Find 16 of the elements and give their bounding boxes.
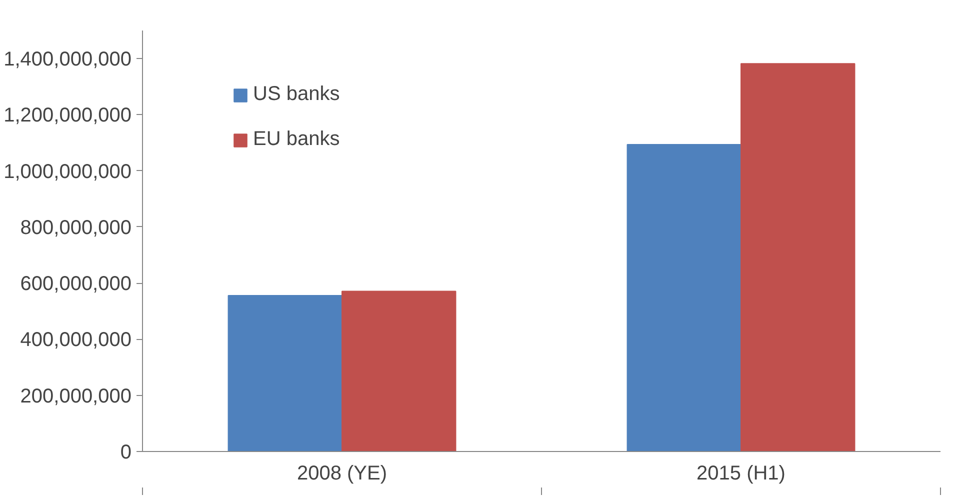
legend-label: EU banks bbox=[253, 128, 340, 151]
legend-label: US banks bbox=[253, 83, 340, 106]
y-tick-label: 1,200,000,000 bbox=[4, 104, 132, 127]
y-tick-label: 200,000,000 bbox=[20, 385, 132, 408]
y-tick-label: 1,400,000,000 bbox=[4, 48, 132, 71]
y-tick-label: 800,000,000 bbox=[20, 216, 132, 239]
y-tick-label: 600,000,000 bbox=[20, 273, 132, 296]
x-tick-label: 2015 (H1) bbox=[696, 462, 786, 484]
bar bbox=[228, 294, 342, 452]
x-tick-label: 2008 (YE) bbox=[296, 462, 388, 484]
bar bbox=[740, 63, 856, 452]
bar bbox=[342, 290, 456, 452]
y-tick-label: 0 bbox=[120, 442, 132, 464]
y-tick-label: 400,000,000 bbox=[20, 329, 132, 352]
y-tick-label: 1,000,000,000 bbox=[4, 160, 132, 183]
bar bbox=[626, 144, 742, 452]
